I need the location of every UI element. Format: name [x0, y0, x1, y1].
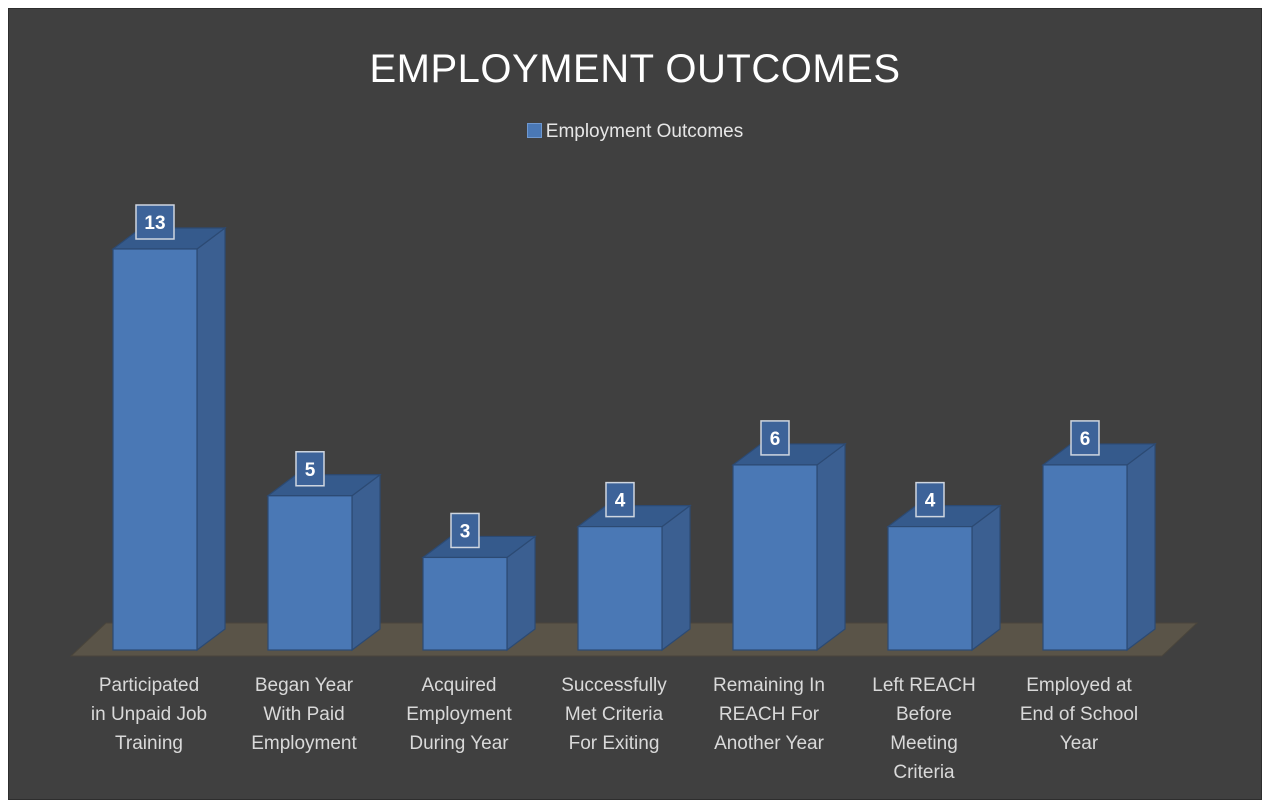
category-label-line: Participated	[98, 675, 200, 696]
bar-7	[1041, 442, 1157, 652]
category-label-line: Met Criteria	[564, 704, 664, 725]
bar-2	[266, 473, 382, 652]
category-label: Employed at End of School Year	[1009, 671, 1149, 758]
data-label-box	[760, 420, 790, 456]
bar-front	[732, 464, 818, 651]
data-label-text: 13	[144, 213, 165, 234]
bar-side	[816, 442, 846, 652]
bar-6	[886, 504, 1002, 652]
bar-side	[1126, 442, 1156, 652]
data-label: 4	[605, 481, 635, 518]
category-label: Remaining In REACH For Another Year	[699, 671, 839, 758]
bar-front	[267, 495, 353, 651]
bar-side	[971, 504, 1001, 652]
data-label-text: 4	[925, 491, 936, 512]
category-label-line: Employment	[406, 704, 512, 725]
bar-front	[422, 556, 508, 651]
bar-front	[1042, 464, 1128, 651]
bar-front	[112, 248, 198, 651]
bar-front	[887, 526, 973, 651]
data-label-box	[915, 481, 945, 518]
bar-4	[576, 504, 692, 652]
bar-side	[351, 473, 381, 652]
category-label: Began Year With Paid Employment	[234, 671, 374, 758]
category-label-line: Another Year	[714, 733, 824, 754]
data-label-text: 3	[460, 521, 471, 542]
category-label-line: Training	[115, 733, 183, 754]
bar-3	[421, 535, 537, 652]
category-label-line: Employment	[251, 733, 357, 754]
category-label-line: Criteria	[893, 762, 955, 783]
data-label: 6	[760, 420, 790, 456]
category-label-line: in Unpaid Job	[90, 704, 208, 725]
category-label-line: Before	[896, 704, 952, 725]
category-label-line: Successfully	[561, 675, 667, 696]
data-label: 5	[295, 451, 325, 487]
legend-label: Employment Outcomes	[545, 121, 744, 142]
legend: Employment Outcomes	[9, 121, 1261, 143]
data-label-box	[605, 481, 635, 518]
bar-side	[661, 504, 691, 652]
category-label: Participated in Unpaid Job Training	[79, 671, 219, 758]
bar-1	[111, 226, 227, 652]
data-label-text: 6	[1080, 429, 1091, 450]
data-label: 13	[135, 204, 175, 240]
category-label-line: Left REACH	[872, 675, 976, 696]
category-label-line: Remaining In	[713, 675, 825, 696]
data-label-box	[135, 204, 175, 240]
bar-5	[731, 442, 847, 652]
category-label-line: End of School	[1019, 704, 1139, 725]
category-label: Successfully Met Criteria For Exiting	[544, 671, 684, 758]
data-label: 6	[1070, 420, 1100, 456]
data-label: 3	[450, 512, 480, 549]
category-label-line: During Year	[409, 733, 509, 754]
category-label: Left REACH Before Meeting Criteria	[854, 671, 994, 787]
data-label: 4	[915, 481, 945, 518]
plot-area: 13 5 3 4 6 4 6	[69, 204, 1199, 657]
category-label-line: With Paid	[263, 704, 345, 725]
data-label-box	[295, 451, 325, 487]
data-label-text: 6	[770, 429, 781, 450]
category-label-line: Acquired	[421, 675, 497, 696]
bar-side	[196, 226, 226, 652]
category-label-line: Year	[1059, 733, 1099, 754]
legend-swatch	[526, 123, 542, 138]
category-label: Acquired Employment During Year	[389, 671, 529, 758]
category-label-line: Began Year	[254, 675, 354, 696]
data-label-text: 4	[615, 491, 626, 512]
chart-area: EMPLOYMENT OUTCOMES Employment Outcomes …	[8, 8, 1262, 800]
data-label-box	[1070, 420, 1100, 456]
category-label-line: For Exiting	[568, 733, 660, 754]
data-label-box	[450, 512, 480, 549]
bar-front	[577, 526, 663, 651]
category-label-line: Meeting	[890, 733, 958, 754]
category-label-line: REACH For	[718, 704, 820, 725]
chart-title: EMPLOYMENT OUTCOMES	[369, 47, 901, 91]
data-label-text: 5	[305, 460, 316, 481]
category-label-line: Employed at	[1026, 675, 1132, 696]
